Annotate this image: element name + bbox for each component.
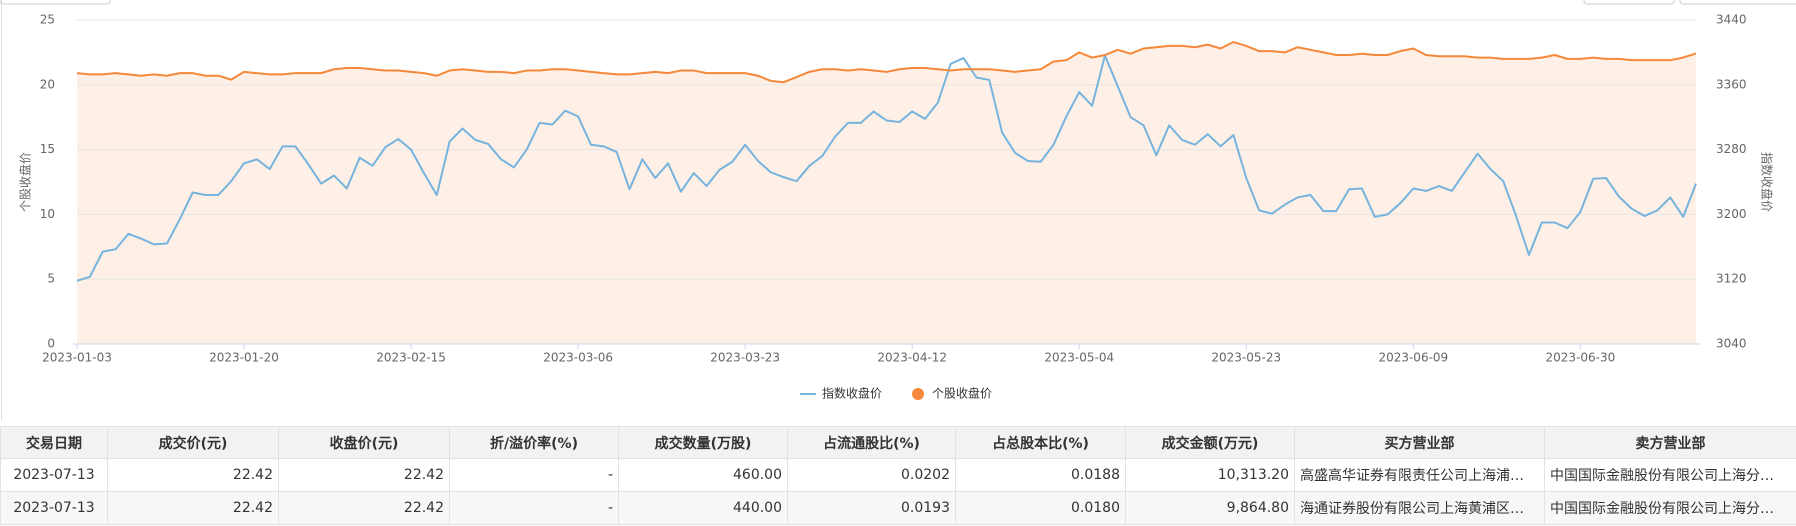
x-tick-label: 2023-03-06 <box>543 351 613 365</box>
table-cell: 中国国际金融股份有限公司上海分… <box>1544 491 1796 525</box>
y2-tick-label: 3440 <box>1716 13 1747 27</box>
table-cell: - <box>449 458 619 492</box>
header-cell: 占流通股比(%) <box>787 426 956 459</box>
table-cell: 22.42 <box>107 458 279 492</box>
header-cell: 卖方营业部 <box>1544 426 1796 459</box>
x-tick-label: 2023-03-23 <box>710 351 780 365</box>
header-row: 交易日期 成交价(元) 收盘价(元) 折/溢价率(%) 成交数量(万股) 占流通股比(%)… <box>0 426 1796 459</box>
table-cell: 0.0193 <box>787 491 956 525</box>
header-cell: 收盘价(元) <box>278 426 450 459</box>
x-tick-label: 2023-05-23 <box>1211 351 1281 365</box>
chart: 个股收盘价 指数收盘价 0 5 10 15 20 25 3040 3120 3200 3280 33… <box>0 0 1796 420</box>
table-cell: - <box>449 491 619 525</box>
y2-tick-label: 3200 <box>1716 207 1747 221</box>
x-tick-label: 2023-06-30 <box>1545 351 1615 365</box>
table-cell: 9,864.80 <box>1125 491 1295 525</box>
table-cell: 10,313.20 <box>1125 458 1295 492</box>
legend-label: 指数收盘价 <box>822 386 882 401</box>
y2-tick-label: 3120 <box>1716 272 1747 286</box>
header-cell: 买方营业部 <box>1294 426 1545 459</box>
header-cell: 折/溢价率(%) <box>449 426 619 459</box>
y2-axis-title: 指数收盘价 <box>1760 152 1775 212</box>
y2-tick-label: 3040 <box>1716 337 1747 351</box>
table-cell: 22.42 <box>278 458 450 492</box>
header-cell: 成交数量(万股) <box>618 426 788 459</box>
header-cell: 占总股本比(%) <box>955 426 1126 459</box>
y-tick-label: 20 <box>40 77 55 91</box>
table-cell: 22.42 <box>278 491 450 525</box>
y-axis-title: 个股收盘价 <box>18 152 33 212</box>
line <box>76 54 1697 282</box>
table-cell: 22.42 <box>107 491 279 525</box>
table-row: 2023-07-13 22.42 22.42-460.00 0.0202 0.0188 1… <box>0 458 1796 492</box>
x-tick-label: 2023-01-03 <box>42 351 112 365</box>
legend-label: 个股收盘价 <box>932 386 992 401</box>
table-cell: 0.0180 <box>955 491 1126 525</box>
header-cell: 成交价(元) <box>107 426 279 459</box>
table-cell: 海通证券股份有限公司上海黄浦区… <box>1294 491 1545 525</box>
header-cell: 成交金额(万元) <box>1125 426 1295 459</box>
legend-marker <box>912 388 925 400</box>
top-button[interactable] <box>0 0 111 5</box>
y-tick-label: 0 <box>47 337 55 351</box>
table-cell: 2023-07-13 <box>0 458 108 492</box>
table-cell: 2023-07-13 <box>0 491 108 525</box>
table-row: 2023-07-13 22.42 22.42-440.00 0.0193 0.0180 9… <box>0 491 1796 525</box>
y-tick-label: 25 <box>40 13 55 27</box>
area <box>77 42 1696 344</box>
top-button[interactable] <box>1679 0 1796 5</box>
y2-tick-label: 3360 <box>1716 77 1747 91</box>
table-cell: 高盛高华证券有限责任公司上海浦… <box>1294 458 1545 492</box>
legend-item[interactable]: 个股收盘价 <box>912 386 992 401</box>
data-table: 交易日期 成交价(元) 收盘价(元) 折/溢价率(%) 成交数量(万股) 占流通股比(%)… <box>0 426 1796 525</box>
table-cell: 0.0188 <box>955 458 1126 492</box>
line <box>76 41 1697 84</box>
table-cell: 0.0202 <box>787 458 956 492</box>
x-tick-label: 2023-06-09 <box>1378 351 1448 365</box>
header-cell: 交易日期 <box>0 426 108 459</box>
y-tick-label: 5 <box>47 272 55 286</box>
x-tick-label: 2023-04-12 <box>877 351 947 365</box>
x-tick-label: 2023-02-15 <box>376 351 446 365</box>
y2-tick-label: 3280 <box>1716 142 1747 156</box>
table-cell: 中国国际金融股份有限公司上海分… <box>1544 458 1796 492</box>
y-tick-label: 10 <box>40 207 55 221</box>
top-button[interactable] <box>1583 0 1675 5</box>
table-cell: 460.00 <box>618 458 788 492</box>
table-cell: 440.00 <box>618 491 788 525</box>
x-tick-label: 2023-01-20 <box>209 351 279 365</box>
legend-item[interactable]: 指数收盘价 <box>800 386 882 401</box>
y-tick-label: 15 <box>40 142 55 156</box>
x-tick-label: 2023-05-04 <box>1044 351 1114 365</box>
